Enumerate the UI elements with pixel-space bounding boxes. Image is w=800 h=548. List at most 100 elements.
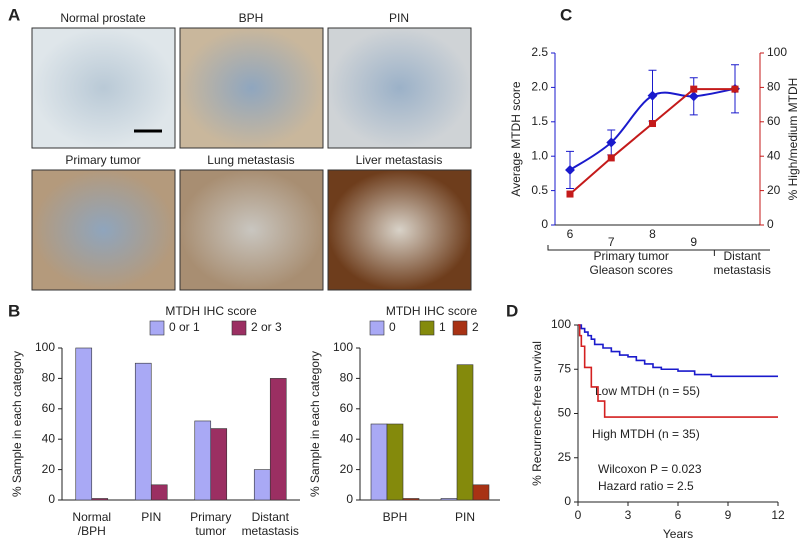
bar xyxy=(253,469,271,501)
y-tick-label: 0.5 xyxy=(531,183,548,197)
image-label: Liver metastasis xyxy=(356,153,443,167)
x-tick-label: /BPH xyxy=(78,524,106,538)
y-tick-label: 20 xyxy=(42,462,56,476)
y-axis-label: % Recurrence-free survival xyxy=(530,341,544,486)
panel-label: C xyxy=(560,5,572,24)
marker xyxy=(688,91,699,102)
series-label: Low MTDH (n = 55) xyxy=(595,384,700,398)
y-tick-label: 100 xyxy=(767,45,787,59)
image-label: BPH xyxy=(239,11,264,25)
histology-image xyxy=(327,27,472,149)
legend-label: 0 or 1 xyxy=(169,320,200,334)
legend-title: MTDH IHC score xyxy=(386,304,478,318)
bar xyxy=(75,347,93,501)
y-tick-label: 1.5 xyxy=(531,114,548,128)
y-tick-label: 100 xyxy=(551,317,571,331)
x-tick-label: 6 xyxy=(675,508,682,522)
bar xyxy=(210,428,228,501)
bar xyxy=(91,498,109,501)
x-axis-label: Years xyxy=(663,527,693,541)
x-tick-label: 9 xyxy=(690,235,697,249)
y-tick-label: 25 xyxy=(558,450,572,464)
y-tick-label: 0 xyxy=(48,492,55,506)
group-label: metastasis xyxy=(714,263,771,277)
marker xyxy=(607,154,615,162)
y-axis-label: % Sample in each category xyxy=(308,351,322,497)
image-label: Lung metastasis xyxy=(207,153,294,167)
legend-title: MTDH IHC score xyxy=(165,304,257,318)
y-axis-label: % High/medium MTDH xyxy=(786,78,800,201)
x-tick-label: 0 xyxy=(575,508,582,522)
x-tick-label: Distant xyxy=(252,510,290,524)
x-tick-label: 9 xyxy=(725,508,732,522)
y-tick-label: 60 xyxy=(340,401,354,415)
histology-image xyxy=(179,169,324,291)
bar xyxy=(456,364,474,501)
marker xyxy=(649,120,656,128)
legend-swatch xyxy=(419,320,435,336)
y-tick-label: 75 xyxy=(558,361,572,375)
group-bracket xyxy=(547,245,770,256)
histology-image xyxy=(31,169,176,291)
y-tick-label: 60 xyxy=(767,114,781,128)
legend-swatch xyxy=(369,320,385,336)
annotation: Wilcoxon P = 0.023 xyxy=(598,462,702,476)
marker xyxy=(606,137,617,148)
legend-label: 2 xyxy=(472,320,479,334)
x-tick-label: metastasis xyxy=(242,524,299,538)
y-tick-label: 1.0 xyxy=(531,148,548,162)
x-tick-label: tumor xyxy=(195,524,226,538)
y-axis-label: Average MTDH score xyxy=(509,81,523,196)
bar xyxy=(370,423,388,501)
bar xyxy=(440,498,458,501)
legend-swatch xyxy=(149,320,165,336)
y-tick-label: 80 xyxy=(42,371,56,385)
group-label: Distant xyxy=(724,249,762,263)
bar xyxy=(269,378,287,501)
x-tick-label: 8 xyxy=(649,227,656,241)
legend-swatch xyxy=(231,320,247,336)
y-tick-label: 100 xyxy=(35,340,55,354)
panel-label: D xyxy=(506,301,518,320)
image-label: Normal prostate xyxy=(60,11,146,25)
legend-label: 2 or 3 xyxy=(251,320,282,334)
y-tick-label: 0 xyxy=(541,217,548,231)
series-label: High MTDH (n = 35) xyxy=(592,427,700,441)
y-tick-label: 40 xyxy=(42,431,56,445)
x-tick-label: PIN xyxy=(455,510,475,524)
y-tick-label: 80 xyxy=(340,371,354,385)
y-tick-label: 20 xyxy=(340,462,354,476)
x-tick-label: Primary xyxy=(190,510,231,524)
y-tick-label: 20 xyxy=(767,183,781,197)
image-label: Primary tumor xyxy=(65,153,140,167)
survival-curve xyxy=(578,324,778,418)
y-tick-label: 0 xyxy=(346,492,353,506)
y-tick-label: 80 xyxy=(767,80,781,94)
panel-label: B xyxy=(8,301,20,320)
x-tick-label: BPH xyxy=(383,510,408,524)
legend-swatch xyxy=(452,320,468,336)
y-axis-label: % Sample in each category xyxy=(10,351,24,497)
x-tick-label: 6 xyxy=(567,227,574,241)
x-tick-label: PIN xyxy=(141,510,161,524)
y-tick-label: 0 xyxy=(767,217,774,231)
y-tick-label: 40 xyxy=(340,431,354,445)
marker xyxy=(647,90,658,101)
marker xyxy=(566,190,574,198)
image-label: PIN xyxy=(389,11,409,25)
x-tick-label: 3 xyxy=(625,508,632,522)
bar xyxy=(402,498,420,501)
y-tick-label: 50 xyxy=(558,406,572,420)
x-tick-label: 7 xyxy=(608,235,615,249)
bar xyxy=(150,484,168,501)
bar xyxy=(386,423,404,501)
y-tick-label: 40 xyxy=(767,148,781,162)
y-tick-label: 2.0 xyxy=(531,80,548,94)
x-tick-label: Normal xyxy=(72,510,111,524)
marker xyxy=(565,165,575,175)
panel-label: A xyxy=(8,5,20,24)
marker xyxy=(690,85,698,93)
y-tick-label: 60 xyxy=(42,401,56,415)
marker xyxy=(731,85,739,93)
